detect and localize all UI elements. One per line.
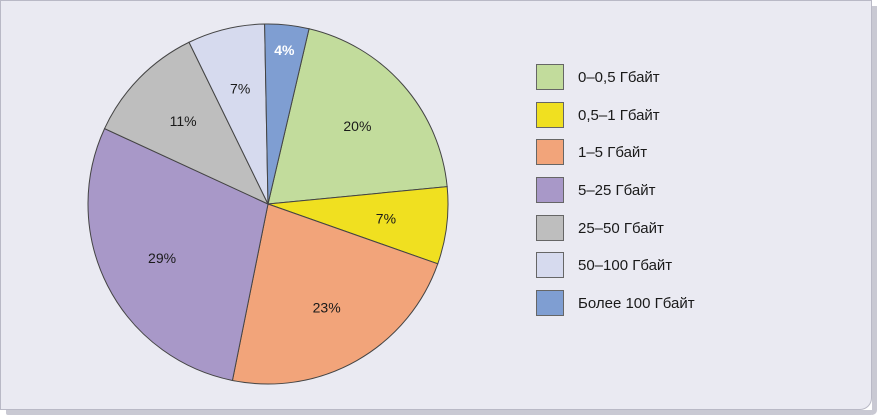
legend-label-0: 0–0,5 Гбайт bbox=[578, 69, 660, 86]
frame-shadow-bottom bbox=[6, 410, 876, 415]
slice-data-label-3: 29% bbox=[148, 250, 176, 266]
slice-data-label-6: 4% bbox=[274, 42, 295, 58]
frame-shadow-right bbox=[872, 6, 877, 415]
legend-swatch-0 bbox=[536, 64, 564, 90]
legend-label-4: 25–50 Гбайт bbox=[578, 219, 664, 237]
legend-swatch-4 bbox=[536, 214, 564, 241]
pie-slice-0 bbox=[267, 28, 448, 205]
legend-swatch-6 bbox=[536, 290, 564, 317]
slice-data-label-4: 11% bbox=[170, 113, 197, 129]
legend-swatch-3 bbox=[536, 177, 564, 204]
slice-data-label-0: 20% bbox=[343, 118, 371, 134]
pie-slice-2 bbox=[231, 203, 439, 385]
legend-label-3: 5–25 Гбайт bbox=[578, 182, 656, 200]
slice-data-label-1: 7% bbox=[376, 210, 396, 226]
legend-swatch-5 bbox=[536, 252, 564, 279]
legend-label-1: 0,5–1 Гбайт bbox=[578, 106, 660, 124]
legend-swatch-1 bbox=[536, 101, 564, 128]
pie-slice-6 bbox=[264, 23, 310, 205]
legend-label-6: Более 100 Гбайт bbox=[578, 295, 695, 313]
slice-data-label-5: 7% bbox=[230, 81, 250, 97]
pie-slice-4 bbox=[103, 41, 270, 206]
legend-label-2: 1–5 Гбайт bbox=[578, 144, 648, 162]
pie-slice-3 bbox=[87, 127, 269, 382]
legend-label-5: 50–100 Гбайт bbox=[578, 257, 673, 275]
legend-swatch-2 bbox=[536, 139, 564, 166]
slice-data-label-2: 23% bbox=[313, 299, 341, 315]
